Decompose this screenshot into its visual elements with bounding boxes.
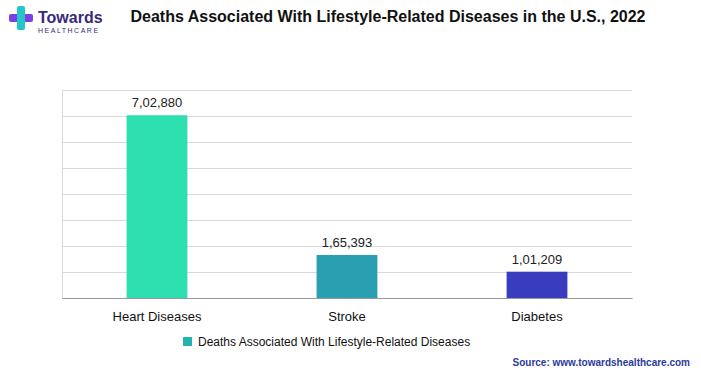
logo-text: Towards [38, 9, 103, 26]
data-label: 7,02,880 [132, 95, 183, 110]
logo-subtext: HEALTHCARE [38, 27, 100, 34]
x-axis-line [63, 298, 633, 299]
legend-label: Deaths Associated With Lifestyle-Related… [198, 335, 470, 349]
grid-tick [62, 298, 632, 299]
grid [62, 91, 632, 299]
bar [127, 115, 188, 298]
x-tick-label: Heart Diseases [113, 309, 202, 324]
source: Source: www.towardshealthcare.com [513, 357, 691, 368]
data-labels: 7,02,880 1,65,393 1,01,209 [132, 95, 563, 266]
x-tick: Heart Diseases [113, 309, 202, 324]
logo: TowardsHEALTHCARE [9, 6, 103, 34]
legend-swatch [183, 337, 192, 346]
bar [507, 272, 568, 298]
x-axis: Heart Diseases Stroke Diabetes [63, 299, 633, 325]
y-axis-line [63, 91, 633, 299]
title: Deaths Associated With Lifestyle-Related… [131, 8, 646, 25]
x-tick-label: Stroke [328, 309, 366, 324]
bar [317, 255, 378, 298]
x-tick: Stroke [328, 309, 366, 324]
plot: 7,02,880 1,65,393 1,01,209 Heart Diseases St… [62, 91, 633, 325]
x-tick: Diabetes [511, 309, 563, 324]
grid-line [62, 298, 632, 299]
data-label: 1,65,393 [322, 235, 373, 250]
grid-line [62, 90, 632, 91]
bars [127, 115, 568, 298]
grid-tick [62, 90, 632, 91]
chart: TowardsHEALTHCARE Deaths Associated With … [0, 0, 701, 376]
logo-icon [17, 6, 25, 30]
x-tick-label: Diabetes [511, 309, 563, 324]
title-line: Deaths Associated With Lifestyle-Related… [131, 8, 646, 25]
data-label: 1,01,209 [512, 252, 563, 267]
legend: Deaths Associated With Lifestyle-Related… [183, 335, 470, 349]
